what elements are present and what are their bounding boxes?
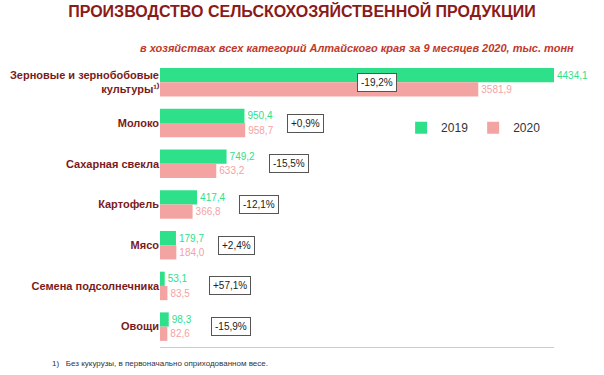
svg-text:184,0: 184,0 <box>179 247 204 258</box>
svg-text:-15,9%: -15,9% <box>215 321 247 332</box>
svg-text:Сахарная свекла: Сахарная свекла <box>66 158 160 170</box>
svg-text:3581,9: 3581,9 <box>481 84 512 95</box>
svg-text:+0,9%: +0,9% <box>291 118 320 129</box>
svg-text:-12,1%: -12,1% <box>243 199 275 210</box>
svg-text:83,5: 83,5 <box>170 288 190 299</box>
svg-text:-15,5%: -15,5% <box>273 158 305 169</box>
svg-text:366,8: 366,8 <box>196 206 221 217</box>
svg-text:Картофель: Картофель <box>98 198 159 210</box>
svg-text:ПРОИЗВОДСТВО СЕЛЬСКОХОЗЯЙСТВЕН: ПРОИЗВОДСТВО СЕЛЬСКОХОЗЯЙСТВЕННОЙ ПРОДУК… <box>68 2 536 20</box>
svg-text:179,7: 179,7 <box>179 233 204 244</box>
svg-text:417,4: 417,4 <box>200 192 225 203</box>
svg-text:98,3: 98,3 <box>172 314 192 325</box>
svg-text:Овощи: Овощи <box>121 320 159 332</box>
svg-text:2020: 2020 <box>513 121 540 135</box>
svg-text:+2,4%: +2,4% <box>222 240 251 251</box>
svg-text:1) Без кукурузы, в первонача: 1) Без кукурузы, в первоначально оприход… <box>52 359 268 368</box>
svg-text:Молоко: Молоко <box>118 117 160 129</box>
svg-text:-19,2%: -19,2% <box>361 77 393 88</box>
svg-text:82,6: 82,6 <box>170 328 190 339</box>
svg-text:950,4: 950,4 <box>247 110 272 121</box>
svg-text:4434,1: 4434,1 <box>557 70 588 81</box>
svg-text:+57,1%: +57,1% <box>213 280 247 291</box>
svg-text:958,7: 958,7 <box>248 125 273 136</box>
svg-text:Семена подсолнечника: Семена подсолнечника <box>32 280 160 292</box>
svg-text:Зерновые и зернобобовыекультур: Зерновые и зернобобовыекультуры¹⁾ <box>10 69 160 95</box>
svg-text:2019: 2019 <box>441 121 468 135</box>
svg-text:53,1: 53,1 <box>168 273 188 284</box>
svg-text:Мясо: Мясо <box>131 239 160 251</box>
svg-text:749,2: 749,2 <box>230 151 255 162</box>
svg-text:в хозяйствах всех категорий Ал: в хозяйствах всех категорий Алтайского к… <box>140 42 574 54</box>
svg-text:633,2: 633,2 <box>219 165 244 176</box>
